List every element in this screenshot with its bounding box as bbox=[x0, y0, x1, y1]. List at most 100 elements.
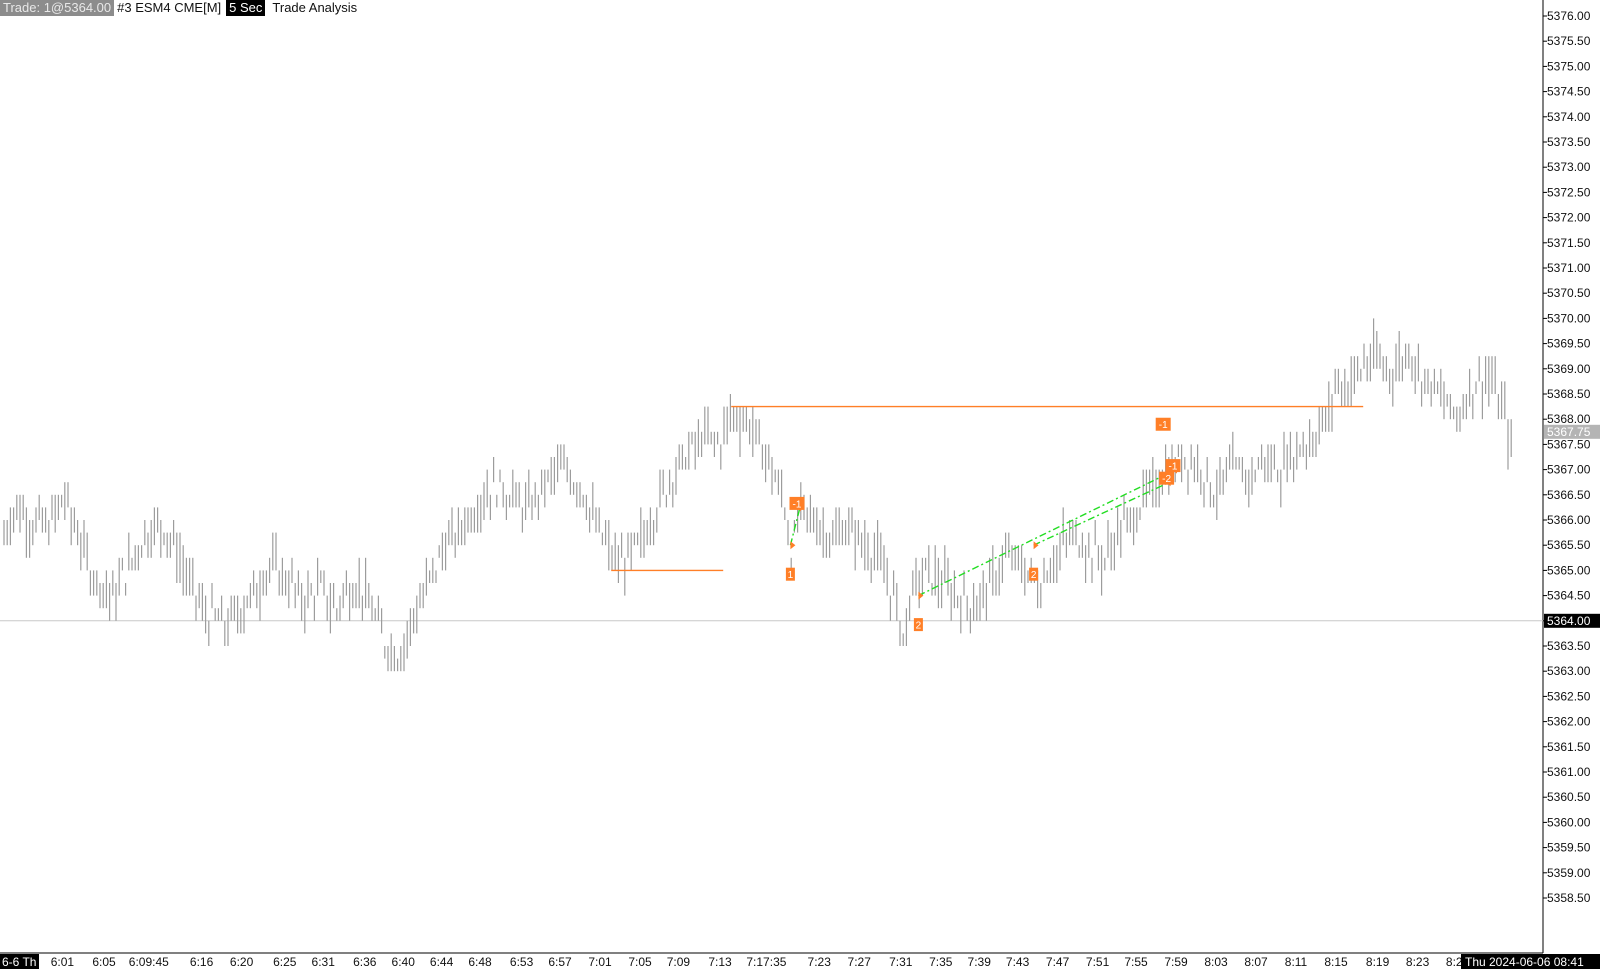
y-tick-label: 5365.00 bbox=[1547, 563, 1591, 577]
x-tick-label: 6:09:45 bbox=[129, 955, 169, 969]
y-tick-label: 5361.00 bbox=[1547, 765, 1591, 779]
y-tick-label: 5374.00 bbox=[1547, 110, 1591, 124]
y-axis: 5376.00 5375.50 5375.00 5374.50 5374.00 5373.… bbox=[1543, 9, 1591, 905]
y-tick-label: 5370.50 bbox=[1547, 286, 1591, 300]
y-tick-label: 5376.00 bbox=[1547, 9, 1591, 23]
y-tick-label: 5375.00 bbox=[1547, 59, 1591, 73]
y-tick-label: 5362.50 bbox=[1547, 689, 1591, 703]
trade-line[interactable] bbox=[918, 468, 1177, 597]
price-bars bbox=[3, 318, 1512, 672]
y-tick-label: 5372.00 bbox=[1547, 211, 1591, 225]
y-tick-label: 5368.50 bbox=[1547, 387, 1591, 401]
x-tick-label: 7:59 bbox=[1164, 955, 1188, 969]
y-tick-label: 5374.50 bbox=[1547, 85, 1591, 99]
entry-label[interactable]: 1 bbox=[788, 570, 794, 581]
x-tick-label: 7:31 bbox=[889, 955, 913, 969]
exit-label-bg bbox=[1165, 459, 1181, 473]
y-tick-label: 5370.00 bbox=[1547, 311, 1591, 325]
y-tick-label: 5363.50 bbox=[1547, 639, 1591, 653]
x-tick-label: 7:51 bbox=[1086, 955, 1110, 969]
entry-label-bg bbox=[913, 618, 923, 632]
y-tick-label: 5373.00 bbox=[1547, 160, 1591, 174]
x-tick-label: 6:20 bbox=[230, 955, 254, 969]
x-tick-label: 7:05 bbox=[628, 955, 652, 969]
entry-arrow bbox=[1033, 541, 1039, 550]
y-tick-label: 5359.00 bbox=[1547, 866, 1591, 880]
x-tick-label: 6:31 bbox=[312, 955, 336, 969]
trade-line[interactable] bbox=[789, 507, 801, 546]
x-tick-label: 7:01 bbox=[588, 955, 612, 969]
entry-label[interactable]: 2 bbox=[916, 621, 922, 632]
entry-arrow bbox=[918, 591, 924, 600]
y-tick-label: 5365.50 bbox=[1547, 538, 1591, 552]
last-price-label: 5367.75 bbox=[1547, 425, 1591, 439]
trade-label-extra-bg bbox=[1155, 417, 1171, 431]
x-tick-label: 6:01 bbox=[51, 955, 75, 969]
y-tick-label: 5363.00 bbox=[1547, 664, 1591, 678]
y-tick-label: 5366.00 bbox=[1547, 513, 1591, 527]
x-tick-label: 6:48 bbox=[468, 955, 492, 969]
entry-label-bg bbox=[785, 567, 795, 581]
x-tick-label: 7:13 bbox=[708, 955, 732, 969]
exit-label-bg bbox=[789, 496, 805, 510]
x-left-badge-bg bbox=[0, 954, 39, 969]
x-tick-label: 7:27 bbox=[848, 955, 872, 969]
y-tick-label: 5368.00 bbox=[1547, 412, 1591, 426]
entry-label[interactable]: 2 bbox=[1031, 570, 1037, 581]
x-tick-label: 7:39 bbox=[968, 955, 992, 969]
x-tick-label: 6:05 bbox=[92, 955, 116, 969]
x-tick-label: 6:44 bbox=[430, 955, 454, 969]
entry-label-bg bbox=[1029, 567, 1039, 581]
x-tick-label: 8:11 bbox=[1285, 955, 1308, 969]
x-tick-label: 7:35 bbox=[929, 955, 953, 969]
x-tick-label: 7:55 bbox=[1124, 955, 1148, 969]
x-tick-label: 7:23 bbox=[808, 955, 832, 969]
symbol-label[interactable]: #3 ESM4 CME[M] bbox=[117, 0, 222, 15]
x-tick-label: 7:43 bbox=[1006, 955, 1030, 969]
crosshair-price-label: 5364.00 bbox=[1547, 614, 1591, 628]
y-tick-label: 5369.50 bbox=[1547, 337, 1591, 351]
y-tick-label: 5362.00 bbox=[1547, 715, 1591, 729]
x-tick-label: 8:03 bbox=[1204, 955, 1228, 969]
x-tick-label: 7:17:35 bbox=[746, 955, 786, 969]
y-tick-label: 5367.00 bbox=[1547, 463, 1591, 477]
y-tick-label: 5373.50 bbox=[1547, 135, 1591, 149]
x-tick-label: 8:07 bbox=[1244, 955, 1268, 969]
y-tick-label: 5361.50 bbox=[1547, 740, 1591, 754]
x-tick-label: 6:16 bbox=[190, 955, 214, 969]
exit-label[interactable]: -2 bbox=[1162, 474, 1171, 485]
y-tick-label: 5375.50 bbox=[1547, 34, 1591, 48]
x-tick-label: 6:40 bbox=[392, 955, 416, 969]
x-tick-label: 8:15 bbox=[1324, 955, 1348, 969]
y-tick-label: 5371.00 bbox=[1547, 261, 1591, 275]
crosshair-price-bg bbox=[1544, 613, 1600, 628]
x-tick-label: 6:25 bbox=[273, 955, 297, 969]
y-tick-label: 5371.50 bbox=[1547, 236, 1591, 250]
exit-label[interactable]: -1 bbox=[793, 499, 802, 510]
x-tick-label: 6:53 bbox=[510, 955, 534, 969]
timeframe-badge[interactable]: 5 Sec bbox=[226, 0, 266, 16]
exit-label[interactable]: -1 bbox=[1169, 462, 1178, 473]
chart-header: Trade: 1@5364.00 #3 ESM4 CME[M] 5 Sec Tr… bbox=[0, 0, 360, 16]
x-right-badge-bg bbox=[1461, 954, 1600, 969]
trade-label-extra[interactable]: -1 bbox=[1159, 420, 1168, 431]
exit-label-bg bbox=[1159, 471, 1175, 485]
y-tick-label: 5364.50 bbox=[1547, 589, 1591, 603]
trade-line[interactable] bbox=[1033, 481, 1170, 546]
y-tick-label: 5369.00 bbox=[1547, 362, 1591, 376]
x-tick-label: 8:23 bbox=[1406, 955, 1430, 969]
x-tick-label: 6:36 bbox=[353, 955, 377, 969]
y-tick-label: 5360.00 bbox=[1547, 815, 1591, 829]
y-tick-label: 5372.50 bbox=[1547, 185, 1591, 199]
x-tick-label: 6:57 bbox=[548, 955, 572, 969]
y-tick-label: 5358.50 bbox=[1547, 891, 1591, 905]
x-tick-label: 7:09 bbox=[667, 955, 691, 969]
entry-arrow bbox=[790, 541, 796, 550]
last-price-bg bbox=[1544, 424, 1600, 439]
x-tick-label: 8:19 bbox=[1366, 955, 1390, 969]
study-name[interactable]: Trade Analysis bbox=[272, 0, 358, 15]
x-tick-label: 7:47 bbox=[1046, 955, 1070, 969]
x-left-label: 6-6 Th bbox=[2, 955, 36, 969]
trade-label[interactable]: Trade: 1@5364.00 bbox=[0, 0, 115, 16]
